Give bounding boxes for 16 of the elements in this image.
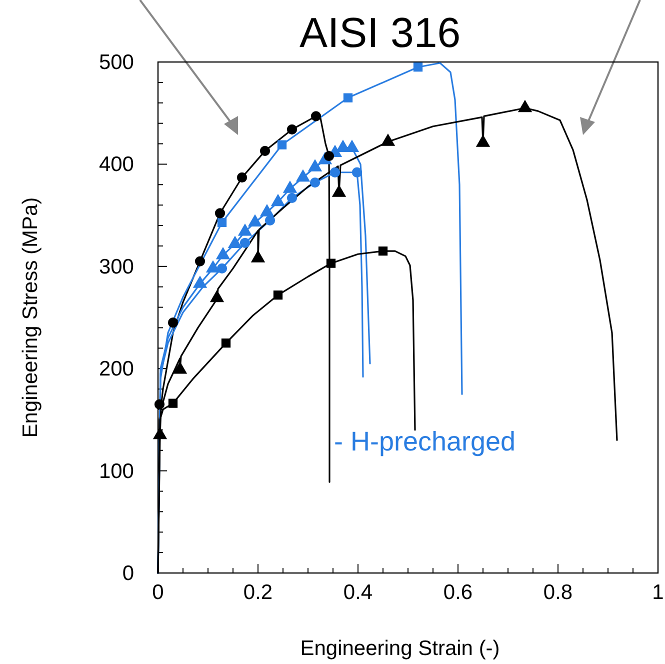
x-tick-label: 0.4 xyxy=(343,581,373,604)
y-tick-label: 0 xyxy=(122,562,134,585)
x-tick-label: 0.2 xyxy=(243,581,273,604)
y-tick-label: 500 xyxy=(98,51,134,74)
annotation: - H-precharged xyxy=(334,426,516,456)
y-tick-label: 100 xyxy=(98,460,134,483)
x-tick-label: 0.8 xyxy=(543,581,573,604)
chart-title: AISI 316 xyxy=(299,9,461,56)
y-tick-label: 300 xyxy=(98,255,134,278)
x-tick-label: 0 xyxy=(152,581,164,604)
x-axis-title: Engineering Strain (-) xyxy=(300,637,500,660)
y-tick-label: 400 xyxy=(98,153,134,176)
x-tick-label: 0.6 xyxy=(443,581,473,604)
x-tick-label: 1 xyxy=(652,581,664,604)
y-tick-label: 200 xyxy=(98,358,134,381)
y-axis-title: Engineering Stress (MPa) xyxy=(19,197,42,438)
